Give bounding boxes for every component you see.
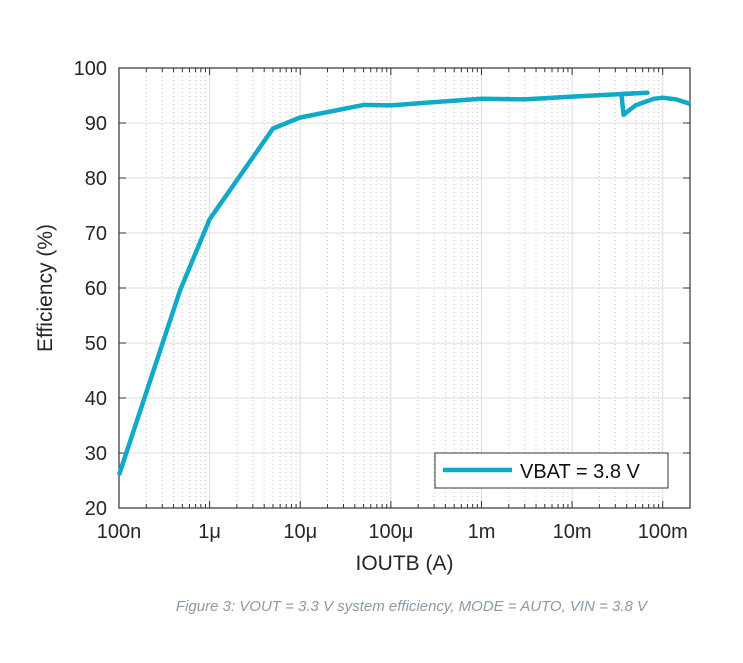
x-tick-label: 1m <box>468 521 496 543</box>
y-tick-label: 90 <box>85 113 107 135</box>
y-tick-label: 30 <box>85 443 107 465</box>
x-tick-label: 100m <box>638 521 688 543</box>
legend-box <box>434 452 669 489</box>
efficiency-chart: 100n 1μ 10μ 100μ 1m 10m 100m 20 30 40 50 60 70 80 90 10… <box>34 58 691 575</box>
x-tick-label: 1μ <box>198 521 221 543</box>
series-line-0 <box>116 90 691 476</box>
y-tick-label: 80 <box>85 168 107 190</box>
x-axis-label: IOUTB (A) <box>356 552 454 575</box>
y-tick-label: 40 <box>85 388 107 410</box>
y-tick-label: 20 <box>85 498 107 520</box>
x-tick-label: 100μ <box>368 521 413 543</box>
x-tick-label: 10μ <box>283 521 317 543</box>
y-tick-label: 70 <box>85 223 107 245</box>
y-axis-label: Efficiency (%) <box>34 224 57 352</box>
y-tick-label: 100 <box>74 58 107 80</box>
x-tick-label: 10m <box>553 521 592 543</box>
y-tick-label: 60 <box>85 278 107 300</box>
y-tick-label: 50 <box>85 333 107 355</box>
plot-frame <box>118 67 691 509</box>
legend-label: VBAT = 3.8 V <box>520 461 641 483</box>
figure-caption: Figure 3: VOUT = 3.3 V system efficiency… <box>175 598 648 615</box>
x-tick-label: 100n <box>97 521 142 543</box>
